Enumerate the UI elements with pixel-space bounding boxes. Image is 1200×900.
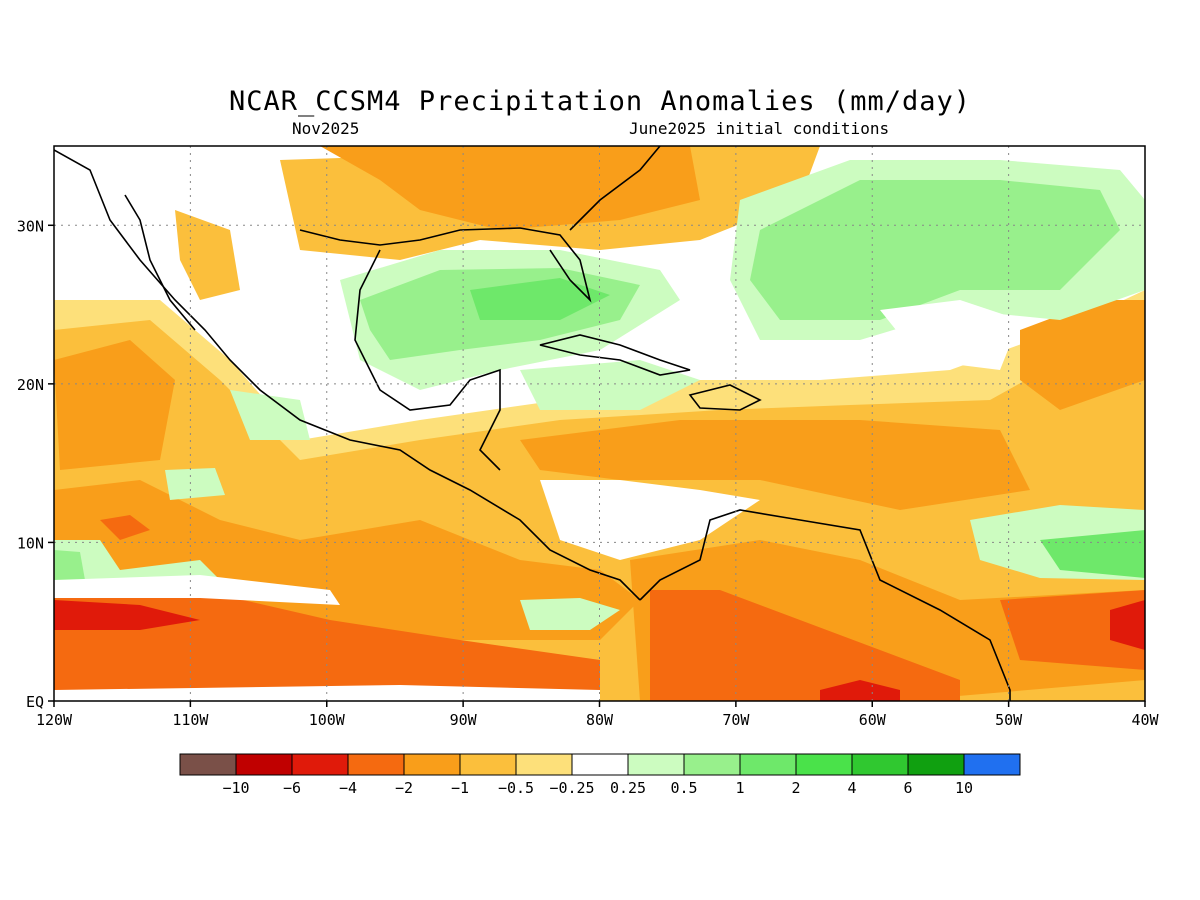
anomaly-zone	[650, 590, 960, 701]
lat-tick-label: 10N	[17, 534, 44, 552]
legend-swatch	[683, 753, 741, 776]
lat-tick-label: 30N	[17, 217, 44, 235]
legend-label: 0.25	[610, 779, 646, 797]
lon-tick-label: 80W	[586, 711, 614, 729]
legend-label: −6	[283, 779, 301, 797]
anomaly-zone	[54, 550, 85, 582]
legend-swatch	[627, 753, 685, 776]
lat-tick-label: EQ	[26, 693, 44, 711]
anomaly-zone	[320, 146, 700, 230]
legend-label: −0.5	[498, 779, 534, 797]
coastline-hispaniola	[688, 384, 762, 411]
legend-swatch	[851, 753, 909, 776]
legend-label: −10	[222, 779, 249, 797]
lon-tick-label: 50W	[995, 711, 1023, 729]
legend-swatch	[403, 753, 461, 776]
legend-label: −0.25	[549, 779, 594, 797]
legend-swatch	[459, 753, 517, 776]
forecast-month: Nov2025	[292, 119, 360, 138]
coastline-south-america	[639, 509, 1011, 701]
coastline-yucatan	[354, 249, 501, 471]
legend-swatch	[907, 753, 965, 776]
coastline-baja	[124, 194, 196, 331]
legend-swatch	[515, 753, 573, 776]
anomaly-zone	[1000, 590, 1145, 670]
anomaly-zone	[54, 600, 200, 630]
anomaly-zone	[54, 540, 220, 585]
coastline-gulf	[299, 227, 592, 303]
anomaly-zone	[540, 480, 760, 560]
anomaly-zone	[1020, 300, 1145, 410]
coastline-cuba	[539, 334, 691, 376]
legend-label: 4	[847, 779, 856, 797]
legend-label: 0.5	[670, 779, 697, 797]
anomaly-zone	[820, 680, 900, 701]
map-axes: 120W 110W 100W 90W 80W 70W 60W 50W 40W EQ 10N 20N 30…	[17, 217, 1160, 729]
anomaly-zone	[54, 340, 175, 470]
legend-swatch	[795, 753, 853, 776]
anomaly-zone	[230, 390, 310, 440]
anomaly-zone	[880, 300, 1020, 370]
anomaly-zone	[1110, 600, 1145, 650]
legend-swatch	[347, 753, 405, 776]
coastlines	[54, 146, 1011, 701]
lon-tick-label: 70W	[722, 711, 750, 729]
anomaly-zone	[750, 180, 1120, 320]
legend-label: −4	[339, 779, 357, 797]
legend-swatch	[571, 753, 629, 776]
legend-swatch	[739, 753, 797, 776]
anomaly-zone	[165, 468, 225, 500]
initial-conditions: June2025 initial conditions	[629, 119, 890, 138]
legend-swatch	[235, 753, 293, 776]
anomaly-zone	[520, 420, 1030, 510]
lon-tick-label: 100W	[309, 711, 346, 729]
lon-tick-label: 40W	[1131, 711, 1159, 729]
legend-label: 1	[735, 779, 744, 797]
map-title: NCAR_CCSM4 Precipitation Anomalies (mm/d…	[229, 86, 971, 117]
anomaly-zone	[520, 598, 620, 630]
anomaly-zone	[54, 575, 340, 605]
legend-label: 2	[791, 779, 800, 797]
lat-tick-label: 20N	[17, 376, 44, 394]
anomaly-field	[54, 146, 1145, 701]
legend-label: −1	[451, 779, 469, 797]
lat-lon-grid	[54, 146, 1145, 701]
coastline-us-east	[569, 146, 661, 231]
lon-tick-label: 120W	[36, 711, 73, 729]
legend-swatch	[179, 753, 237, 776]
lon-tick-label: 90W	[450, 711, 478, 729]
legend-swatch	[291, 753, 349, 776]
legend-label: −2	[395, 779, 413, 797]
lon-tick-label: 110W	[172, 711, 209, 729]
legend-label: 6	[903, 779, 912, 797]
anomaly-zone	[100, 515, 150, 540]
anomaly-zone	[175, 210, 240, 300]
lon-tick-label: 60W	[859, 711, 887, 729]
legend-label: 10	[955, 779, 973, 797]
color-legend: −10 −6 −4 −2 −1 −0.5 −0.25 0.25 0.5 1 2 4 6 10	[179, 753, 1021, 797]
legend-swatch	[963, 753, 1021, 776]
anomaly-zone	[470, 278, 610, 320]
coastline-mexico-pacific	[54, 149, 641, 601]
